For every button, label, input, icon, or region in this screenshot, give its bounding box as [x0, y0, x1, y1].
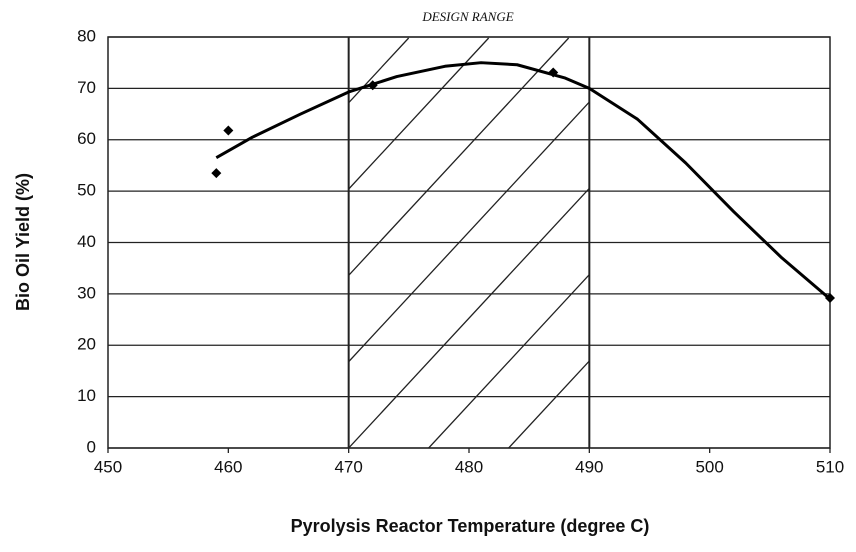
y-tick-label: 0	[87, 437, 96, 456]
y-tick-label: 30	[77, 283, 96, 302]
data-point	[211, 168, 222, 179]
y-axis-title: Bio Oil Yield (%)	[13, 173, 33, 311]
x-tick-label: 450	[94, 457, 122, 476]
x-tick-label: 500	[695, 457, 723, 476]
hatch-line	[508, 360, 590, 448]
y-tick-label: 80	[77, 26, 96, 45]
x-tick-label: 480	[455, 457, 483, 476]
hatch-line	[348, 187, 590, 448]
x-tick-label: 490	[575, 457, 603, 476]
hatch-line	[348, 101, 590, 363]
x-axis-title: Pyrolysis Reactor Temperature (degree C)	[291, 516, 650, 536]
y-tick-label: 60	[77, 129, 96, 148]
hatch-line	[348, 37, 490, 191]
x-tick-label: 470	[334, 457, 362, 476]
fit-line	[215, 61, 831, 301]
x-tick-label: 510	[816, 457, 844, 476]
annotation: DESIGN RANGE	[421, 9, 513, 24]
y-tick-label: 10	[77, 386, 96, 405]
data-point	[223, 125, 234, 136]
hatch	[348, 37, 590, 448]
y-tick-label: 50	[77, 181, 96, 200]
hatch-line	[348, 37, 570, 277]
y-tick-label: 20	[77, 335, 96, 354]
x-tick-label: 460	[214, 457, 242, 476]
hatch-line	[428, 273, 590, 448]
y-tick-label: 70	[77, 78, 96, 97]
y-tick-label: 40	[77, 232, 96, 251]
